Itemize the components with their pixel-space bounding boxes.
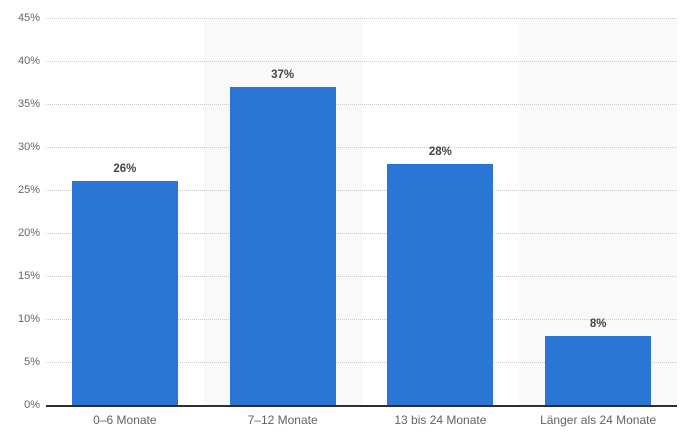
- y-axis-tick-label: 10%: [17, 313, 40, 325]
- gridline: [46, 233, 677, 234]
- gridline: [46, 319, 677, 320]
- bar-value-label: 8%: [589, 318, 607, 331]
- x-axis-category-label: 13 bis 24 Monate: [394, 413, 487, 427]
- bar-value-label: 28%: [428, 146, 452, 159]
- gridline: [46, 190, 677, 191]
- bar[interactable]: [229, 86, 336, 405]
- x-axis-category-label: 7–12 Monate: [247, 413, 318, 427]
- gridline: [46, 18, 677, 19]
- y-axis-tick-label: 0%: [24, 399, 40, 411]
- y-axis-tick-label: 25%: [17, 184, 40, 196]
- y-axis-tick-label: 40%: [17, 55, 40, 67]
- gridline: [46, 276, 677, 277]
- y-axis-tick-label: 35%: [17, 98, 40, 110]
- y-axis-tick-label: 20%: [17, 227, 40, 239]
- bar-value-label: 26%: [113, 163, 137, 176]
- bar[interactable]: [545, 336, 652, 405]
- bar-value-label: 37%: [271, 68, 295, 81]
- gridline: [46, 104, 677, 105]
- plot-area: 26% 37% 28% 8%: [46, 18, 677, 407]
- y-axis-tick-label: 45%: [17, 12, 40, 24]
- x-axis-category-label: Länger als 24 Monate: [540, 413, 657, 427]
- y-axis-tick-label: 5%: [24, 356, 40, 368]
- bar[interactable]: [71, 181, 178, 405]
- gridline: [46, 362, 677, 363]
- gridline: [46, 61, 677, 62]
- x-axis-category-label: 0–6 Monate: [93, 413, 157, 427]
- y-axis-tick-label: 30%: [17, 141, 40, 153]
- bar[interactable]: [387, 164, 494, 405]
- y-axis-tick-label: 15%: [17, 270, 40, 282]
- gridline: [46, 147, 677, 148]
